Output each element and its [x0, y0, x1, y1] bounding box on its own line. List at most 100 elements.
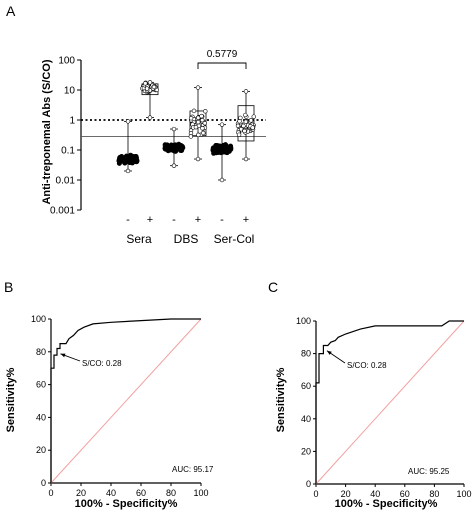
- x-tick-label: 40: [370, 489, 380, 499]
- data-point: [219, 122, 225, 127]
- data-point: [167, 143, 173, 149]
- data-point: [147, 115, 153, 120]
- data-point: [250, 125, 255, 130]
- group-sign-label: +: [195, 214, 201, 226]
- data-point: [125, 119, 131, 124]
- data-point: [133, 157, 139, 163]
- data-point: [188, 134, 194, 139]
- group-sign-label: -: [220, 214, 224, 226]
- data-point: [203, 109, 208, 114]
- panel-c-plot: 0 20 40 60 80 100 0 20 40 60 80 100 S/CO: 0.28: [296, 316, 472, 499]
- x-tick-label: 100: [456, 489, 471, 499]
- data-point: [237, 119, 242, 124]
- annotation-arrowhead: [326, 350, 332, 355]
- data-point: [193, 124, 199, 130]
- y-tick-label: 80: [36, 347, 46, 357]
- data-point: [196, 132, 201, 138]
- data-point: [227, 144, 233, 150]
- roc-curve: [50, 318, 201, 483]
- data-point: [242, 128, 247, 134]
- group-sign-label: -: [126, 214, 130, 226]
- data-point: [243, 112, 248, 118]
- panel-label-b: B: [4, 279, 13, 295]
- data-point: [248, 118, 254, 123]
- group-sign-label: +: [243, 214, 249, 226]
- group-sign-label: +: [147, 214, 153, 226]
- data-point: [235, 123, 241, 129]
- y-tick-label: 0: [41, 478, 46, 488]
- data-point: [151, 84, 157, 90]
- y-tick-label: 100: [31, 314, 46, 324]
- data-point: [200, 126, 205, 131]
- data-point: [219, 177, 225, 183]
- y-tick-label: 0: [306, 479, 311, 489]
- data-point: [143, 81, 148, 86]
- y-tick-label: 0.001: [50, 206, 75, 217]
- panel-label-c: C: [268, 279, 278, 295]
- data-point: [191, 108, 197, 114]
- data-point: [171, 126, 177, 132]
- annotation-arrowhead: [60, 353, 66, 358]
- y-tick-label: 0.01: [56, 176, 76, 187]
- data-point: [196, 119, 201, 125]
- y-tick-label: 40: [301, 414, 311, 424]
- data-point: [117, 158, 123, 164]
- y-tick-label: 20: [36, 445, 46, 455]
- data-point: [200, 117, 205, 123]
- x-tick-label: 40: [106, 488, 116, 498]
- x-tick-label: 0: [48, 488, 53, 498]
- panel-label-a: A: [6, 3, 16, 19]
- comparison-p-value: 0.5779: [207, 49, 238, 60]
- panel-b-y-axis-label: Sensitivity%: [5, 367, 17, 432]
- x-tick-label: 20: [76, 488, 86, 498]
- y-tick-label: 60: [301, 381, 311, 391]
- reference-diagonal: [50, 318, 202, 484]
- y-tick-label: 40: [36, 412, 46, 422]
- reference-diagonal: [315, 320, 465, 485]
- data-point: [241, 123, 246, 129]
- data-point: [171, 163, 177, 168]
- annotation-label: S/CO: 0.28: [82, 359, 122, 368]
- data-point: [251, 114, 256, 119]
- group-label: DBS: [174, 232, 199, 246]
- panel-b-x-axis-label: 100% - Specificity%: [75, 498, 178, 510]
- data-point: [122, 160, 128, 166]
- data-point: [129, 156, 135, 162]
- y-tick-label: 100: [58, 56, 75, 67]
- data-point: [202, 120, 208, 126]
- data-point: [236, 132, 242, 137]
- data-point: [188, 115, 194, 121]
- y-tick-label: 0.1: [61, 146, 75, 157]
- panel-a-plot: 100 10 1 0.1 0.01 0.001 - + Sera - + DBS - + Ser-Col 0.…: [50, 49, 266, 246]
- data-point: [179, 147, 185, 153]
- x-tick-label: 0: [313, 489, 318, 499]
- data-point: [219, 144, 225, 150]
- x-tick-label: 100: [193, 488, 208, 498]
- panel-c-auc: AUC: 95.25: [408, 467, 450, 476]
- y-tick-label: 20: [301, 446, 311, 456]
- x-tick-label: 20: [341, 489, 351, 499]
- x-tick-label: 60: [400, 489, 410, 499]
- y-tick-label: 10: [64, 86, 76, 97]
- data-point: [201, 130, 206, 136]
- y-tick-label: 1: [69, 116, 75, 127]
- group-sign-label: -: [172, 214, 176, 226]
- panel-c-x-axis-label: 100% - Specificity%: [335, 498, 438, 510]
- y-tick-label: 60: [36, 380, 46, 390]
- data-point: [224, 150, 230, 156]
- x-tick-label: 80: [429, 489, 439, 499]
- panel-c-y-axis-label: Sensitivity%: [275, 367, 287, 432]
- data-point: [147, 80, 153, 85]
- roc-curve: [315, 320, 464, 484]
- group-label: Ser-Col: [214, 232, 255, 246]
- annotation-label: S/CO: 0.28: [347, 361, 387, 370]
- data-point: [162, 146, 168, 152]
- data-point: [125, 168, 131, 174]
- data-point: [144, 86, 150, 91]
- panel-b-auc: AUC: 95.17: [172, 465, 214, 474]
- x-tick-label: 60: [136, 488, 146, 498]
- y-tick-label: 100: [296, 316, 311, 326]
- x-tick-label: 80: [166, 488, 176, 498]
- data-point: [199, 113, 204, 119]
